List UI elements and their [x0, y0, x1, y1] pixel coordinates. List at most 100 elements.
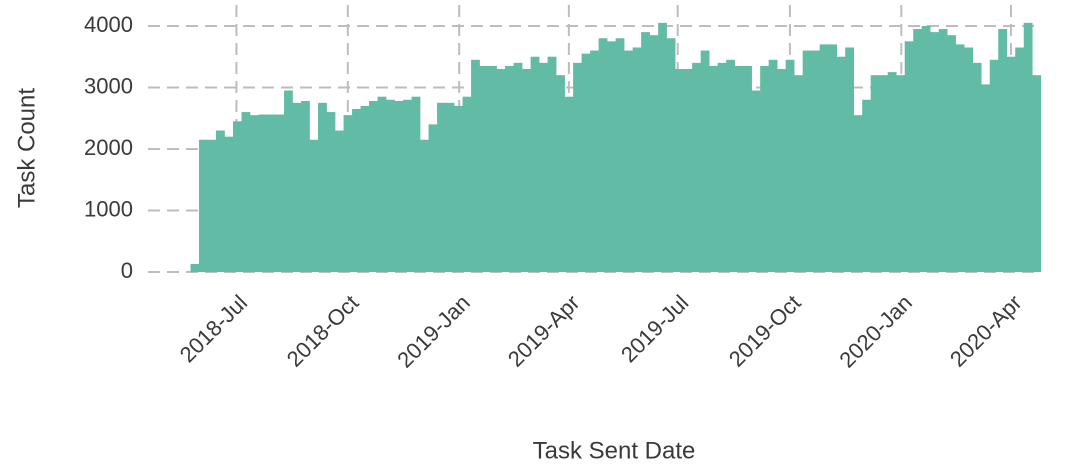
- bar: [930, 32, 940, 273]
- bar: [267, 114, 276, 272]
- bar: [632, 47, 642, 272]
- bar: [479, 65, 489, 273]
- bar: [641, 32, 650, 273]
- bar: [692, 62, 701, 272]
- bar: [785, 59, 795, 273]
- bar: [411, 96, 421, 272]
- bar: [377, 96, 387, 272]
- bar: [224, 136, 234, 272]
- bar: [445, 102, 455, 273]
- bar: [836, 56, 846, 272]
- bar: [386, 99, 395, 272]
- bar: [683, 69, 693, 272]
- x-tick-label: 2019-Jan: [392, 290, 475, 373]
- bar: [505, 65, 514, 273]
- bar: [564, 96, 574, 272]
- bar: [1023, 22, 1033, 273]
- bar: [309, 139, 319, 272]
- bar: [768, 59, 778, 273]
- x-tick-label: 2019-Apr: [503, 290, 585, 372]
- bar: [904, 41, 914, 273]
- bar: [955, 44, 965, 272]
- bar: [428, 124, 438, 272]
- bar: [743, 65, 752, 273]
- bar: [488, 65, 497, 273]
- bar: [590, 50, 599, 273]
- bar: [811, 50, 820, 273]
- bar: [828, 44, 837, 272]
- bar: [734, 65, 744, 273]
- bar: [615, 38, 625, 272]
- bar: [972, 62, 982, 272]
- bar: [190, 264, 200, 272]
- bar: [420, 139, 429, 272]
- x-tick-label: 2020-Apr: [945, 290, 1027, 372]
- bar: [547, 56, 557, 272]
- bar: [454, 105, 463, 272]
- bar: [369, 100, 378, 272]
- bar: [658, 22, 667, 273]
- bar: [496, 69, 506, 272]
- bar: [709, 65, 718, 273]
- bar: [989, 59, 999, 273]
- bar: [845, 47, 854, 272]
- bar: [913, 29, 923, 273]
- x-tick-label: 2018-Jul: [175, 290, 252, 367]
- bar: [794, 75, 803, 273]
- bar: [777, 69, 786, 272]
- bar: [241, 112, 251, 273]
- bar: [717, 62, 727, 272]
- bar: [352, 108, 361, 272]
- x-tick-label: 2019-Jul: [616, 290, 693, 367]
- bar: [301, 100, 310, 272]
- bar: [573, 62, 582, 272]
- bar: [258, 114, 268, 272]
- bar: [207, 139, 217, 272]
- bar: [1006, 56, 1016, 272]
- bar: [462, 96, 472, 272]
- y-tick-label: 4000: [84, 12, 133, 37]
- bar: [513, 62, 523, 272]
- bar: [522, 69, 531, 272]
- bar: [896, 75, 906, 273]
- bar: [751, 90, 761, 272]
- y-tick-label: 2000: [84, 135, 133, 160]
- x-tick-label: 2019-Oct: [724, 290, 806, 372]
- bar: [624, 50, 633, 273]
- bar: [666, 38, 676, 272]
- bar: [998, 29, 1008, 273]
- bar: [964, 47, 974, 272]
- bar: [530, 56, 540, 272]
- y-tick-label: 1000: [84, 196, 133, 221]
- bar: [471, 59, 480, 273]
- bar: [862, 99, 872, 272]
- bar: [250, 115, 259, 272]
- x-tick-label: 2020-Jan: [834, 290, 917, 373]
- bar: [760, 65, 769, 273]
- bar: [326, 112, 336, 273]
- bar: [394, 100, 404, 272]
- bar: [292, 102, 302, 273]
- bar: [726, 59, 735, 273]
- bar: [360, 105, 370, 272]
- bar: [275, 114, 285, 272]
- bar: [879, 75, 889, 273]
- x-axis-title: Task Sent Date: [533, 437, 696, 464]
- bar: [887, 72, 897, 272]
- bar: [343, 115, 353, 272]
- bar: [437, 102, 446, 273]
- bar: [318, 102, 327, 273]
- bar: [981, 84, 991, 273]
- bar: [539, 62, 548, 272]
- bar: [819, 44, 829, 272]
- bar: [598, 38, 608, 272]
- bar: [233, 121, 242, 272]
- bar: [607, 41, 616, 273]
- bar: [802, 50, 812, 273]
- bar: [335, 130, 344, 272]
- bar: [216, 130, 225, 272]
- bar: [199, 139, 208, 272]
- bar: [921, 25, 931, 272]
- bar: [649, 35, 659, 272]
